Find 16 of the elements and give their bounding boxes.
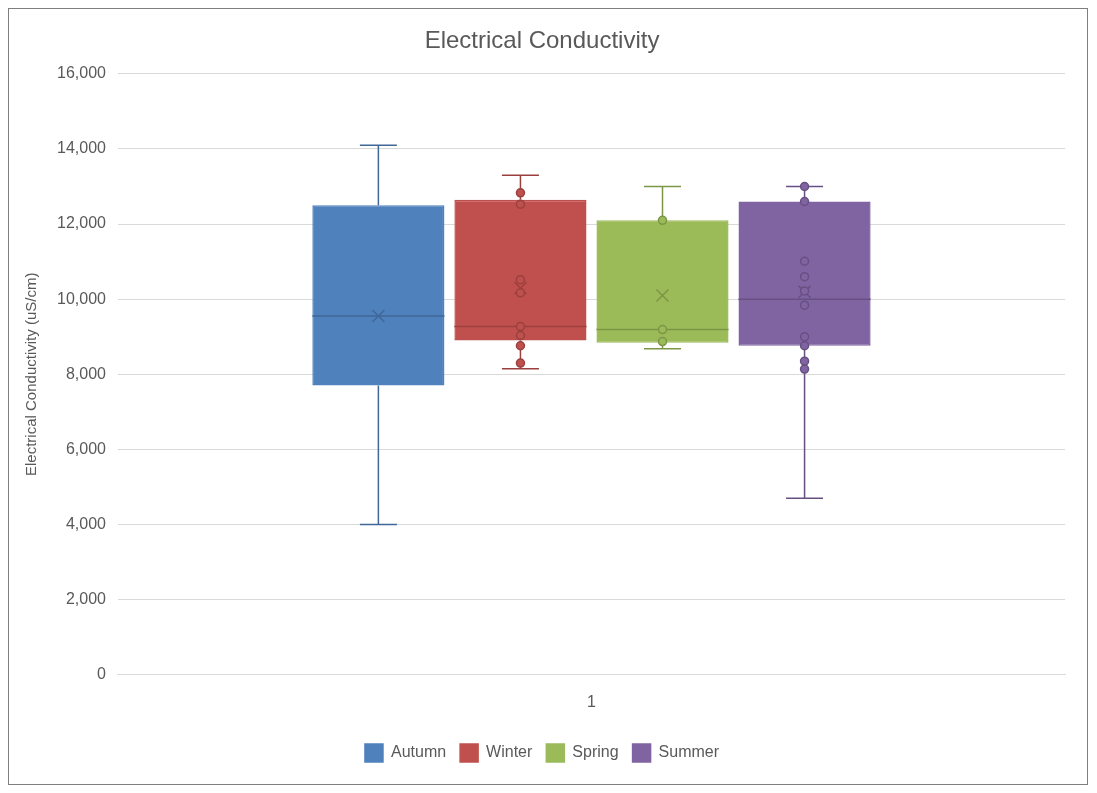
y-tick-label: 2,000 [65, 590, 107, 608]
y-tick-label: 12,000 [57, 214, 107, 232]
y-axis-title: Electrical Conductivity (uS/cm) [22, 272, 40, 476]
y-tick-label: 16,000 [57, 64, 107, 82]
y-tick-label: 0 [97, 665, 107, 683]
chart-title: Electrical Conductivity [424, 26, 660, 54]
y-tick-label: 14,000 [57, 139, 107, 157]
y-tick-label: 8,000 [65, 364, 107, 382]
y-tick-label: 4,000 [65, 514, 107, 532]
legend-label: Autumn [390, 743, 447, 761]
legend-label: Spring [572, 743, 619, 761]
y-tick-label: 6,000 [65, 439, 107, 457]
x-tick-label: 1 [587, 692, 597, 710]
legend-label: Summer [658, 743, 720, 761]
legend-label: Winter [486, 743, 533, 761]
y-tick-label: 10,000 [57, 289, 107, 307]
